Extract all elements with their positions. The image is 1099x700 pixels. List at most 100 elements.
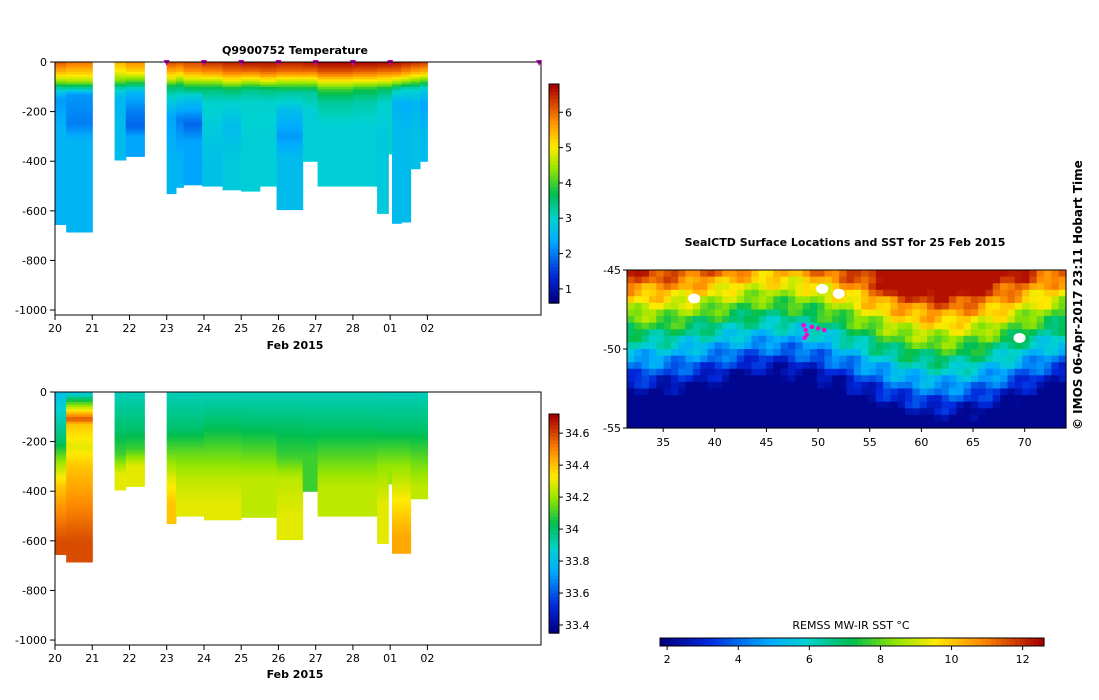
sst-cell bbox=[707, 335, 716, 343]
data-cell bbox=[302, 394, 319, 398]
sst-cell bbox=[846, 388, 855, 396]
data-cell bbox=[377, 511, 389, 515]
sst-cell bbox=[707, 302, 716, 311]
data-cell bbox=[176, 71, 184, 75]
colorbar-swatch bbox=[549, 625, 559, 630]
sst-cell bbox=[751, 395, 760, 403]
data-cell bbox=[276, 153, 304, 157]
data-cell bbox=[276, 476, 304, 480]
data-cell bbox=[125, 456, 145, 460]
profile-column bbox=[114, 62, 127, 161]
sst-cell bbox=[700, 270, 709, 278]
sst-cell bbox=[1036, 395, 1045, 403]
sst-cell bbox=[912, 388, 921, 396]
sst-cell bbox=[678, 414, 687, 422]
sst-cell bbox=[670, 414, 679, 422]
sst-cell bbox=[846, 309, 855, 317]
data-cell bbox=[55, 198, 67, 202]
sst-cell bbox=[802, 276, 811, 284]
sst-cell bbox=[985, 283, 994, 291]
sst-cell bbox=[809, 401, 818, 409]
data-cell bbox=[259, 114, 278, 118]
data-cell bbox=[302, 138, 319, 142]
data-cell bbox=[401, 81, 412, 85]
sst-cell bbox=[853, 329, 862, 337]
x-tick-label: 25 bbox=[234, 322, 248, 335]
data-cell bbox=[241, 409, 278, 413]
sst-cell bbox=[795, 362, 804, 370]
sst-cell bbox=[1022, 375, 1030, 383]
data-cell bbox=[317, 441, 378, 445]
data-cell bbox=[259, 126, 278, 130]
data-cell bbox=[401, 191, 412, 195]
data-cell bbox=[176, 401, 205, 405]
profile-column bbox=[401, 62, 412, 223]
data-cell bbox=[166, 84, 177, 88]
data-cell bbox=[401, 198, 412, 202]
data-cell bbox=[125, 454, 145, 458]
data-cell bbox=[241, 419, 278, 423]
sst-colorbar-swatch bbox=[688, 638, 695, 646]
sst-cell bbox=[766, 362, 774, 370]
sst-cell bbox=[978, 408, 987, 416]
sst-cell bbox=[722, 316, 730, 324]
data-cell bbox=[401, 220, 412, 223]
sst-cell bbox=[780, 316, 789, 324]
x-tick-label: 26 bbox=[271, 322, 285, 335]
sst-cell bbox=[663, 375, 672, 383]
data-cell bbox=[114, 109, 127, 113]
data-cell bbox=[66, 516, 93, 520]
data-cell bbox=[276, 96, 304, 100]
sst-cell bbox=[656, 276, 665, 284]
data-cell bbox=[420, 69, 428, 73]
data-cell bbox=[66, 114, 93, 118]
sst-cell bbox=[707, 349, 716, 357]
sst-cell bbox=[934, 355, 943, 363]
temperature-title: Q9900752 Temperature bbox=[222, 44, 368, 57]
data-cell bbox=[183, 138, 203, 142]
sst-cell bbox=[1044, 316, 1052, 324]
data-cell bbox=[259, 151, 278, 155]
data-cell bbox=[176, 459, 205, 463]
data-cell bbox=[166, 101, 177, 105]
data-cell bbox=[241, 129, 261, 133]
sst-cell bbox=[956, 316, 965, 324]
data-cell bbox=[392, 101, 402, 105]
data-cell bbox=[317, 478, 378, 482]
sst-cell bbox=[839, 421, 848, 429]
data-cell bbox=[302, 86, 319, 90]
sst-cell bbox=[1044, 322, 1052, 330]
data-cell bbox=[377, 86, 389, 90]
x-tick-label: 21 bbox=[85, 652, 99, 665]
sst-cell bbox=[861, 381, 869, 390]
sst-cell bbox=[970, 421, 979, 429]
data-cell bbox=[392, 473, 412, 477]
data-cell bbox=[388, 106, 393, 110]
data-cell bbox=[114, 463, 127, 467]
data-cell bbox=[317, 421, 378, 425]
data-cell bbox=[114, 456, 127, 460]
sst-cell bbox=[1000, 283, 1008, 291]
data-cell bbox=[276, 501, 304, 505]
data-cell bbox=[401, 141, 412, 145]
sst-cell bbox=[1022, 309, 1030, 317]
sst-cell bbox=[780, 421, 789, 429]
sst-cell bbox=[700, 289, 709, 297]
data-cell bbox=[410, 161, 421, 165]
sst-cell bbox=[912, 375, 921, 383]
data-cell bbox=[166, 129, 177, 133]
data-cell bbox=[388, 436, 393, 440]
sst-cell bbox=[875, 296, 884, 304]
data-cell bbox=[204, 459, 242, 463]
data-cell bbox=[410, 136, 421, 140]
sst-cell bbox=[627, 283, 635, 291]
sst-cell bbox=[883, 283, 891, 291]
sst-cell bbox=[912, 355, 921, 363]
sst-cell bbox=[707, 276, 716, 284]
sst-cell bbox=[978, 368, 987, 376]
data-cell bbox=[114, 478, 127, 482]
data-cell bbox=[125, 434, 145, 438]
colorbar-swatch bbox=[549, 197, 559, 202]
data-cell bbox=[55, 218, 67, 222]
data-cell bbox=[302, 99, 319, 103]
